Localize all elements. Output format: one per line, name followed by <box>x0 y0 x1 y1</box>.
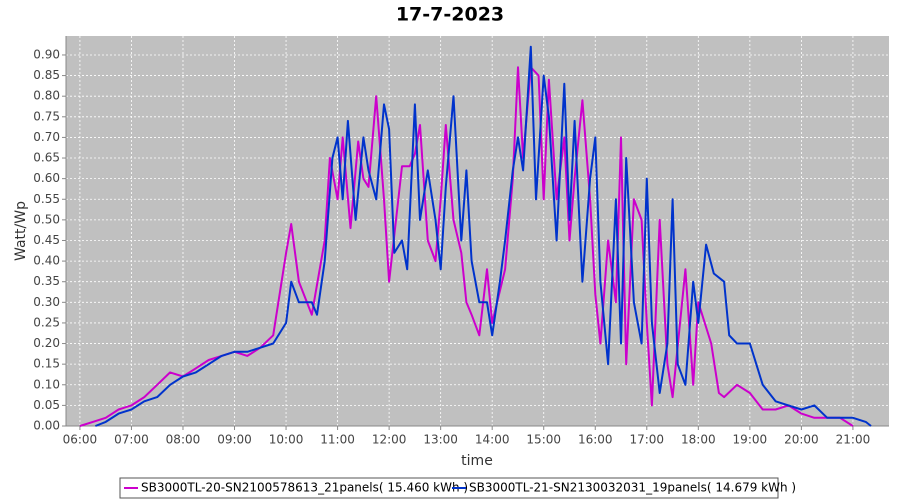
legend-label: SB3000TL-20-SN2100578613_21panels( 15.46… <box>141 481 468 495</box>
x-tick-label: 08:00 <box>166 433 201 447</box>
legend-label: SB3000TL-21-SN2130032031_19panels( 14.67… <box>469 481 796 495</box>
y-tick-label: 0.85 <box>33 68 60 82</box>
x-tick-label: 20:00 <box>784 433 819 447</box>
y-tick-label: 0.65 <box>33 151 60 165</box>
x-tick-label: 13:00 <box>423 433 458 447</box>
y-tick-label: 0.90 <box>33 47 60 61</box>
y-tick-label: 0.05 <box>33 398 60 412</box>
y-tick-label: 0.35 <box>33 274 60 288</box>
x-tick-label: 12:00 <box>372 433 407 447</box>
y-tick-label: 0.00 <box>33 419 60 433</box>
x-tick-label: 07:00 <box>114 433 149 447</box>
legend-box <box>119 477 779 499</box>
y-tick-label: 0.20 <box>33 336 60 350</box>
x-axis-label: time <box>461 453 493 469</box>
chart-title: 17-7-2023 <box>396 4 504 26</box>
x-tick-label: 14:00 <box>475 433 510 447</box>
y-tick-label: 0.40 <box>33 254 60 268</box>
y-tick-label: 0.10 <box>33 377 60 391</box>
y-tick-label: 0.45 <box>33 233 60 247</box>
y-tick-label: 0.55 <box>33 192 60 206</box>
series-line <box>79 66 854 427</box>
x-tick-label: 09:00 <box>217 433 252 447</box>
x-tick-label: 16:00 <box>578 433 613 447</box>
y-tick-label: 0.60 <box>33 171 60 185</box>
x-tick-label: 15:00 <box>526 433 561 447</box>
x-tick-label: 18:00 <box>681 433 716 447</box>
y-axis-label: Watt/Wp <box>13 201 29 261</box>
y-tick-label: 0.70 <box>33 130 60 144</box>
y-tick-label: 0.30 <box>33 295 60 309</box>
x-tick-label: 06:00 <box>63 433 98 447</box>
y-tick-label: 0.15 <box>33 357 60 371</box>
x-tick-label: 21:00 <box>836 433 871 447</box>
x-tick-label: 19:00 <box>733 433 768 447</box>
y-tick-label: 0.25 <box>33 315 60 329</box>
plot-background <box>66 36 889 426</box>
x-tick-label: 11:00 <box>320 433 355 447</box>
x-tick-label: 17:00 <box>629 433 664 447</box>
y-tick-label: 0.75 <box>33 109 60 123</box>
y-tick-label: 0.50 <box>33 212 60 226</box>
y-tick-label: 0.80 <box>33 89 60 103</box>
series-line <box>95 45 872 427</box>
x-tick-label: 10:00 <box>269 433 304 447</box>
